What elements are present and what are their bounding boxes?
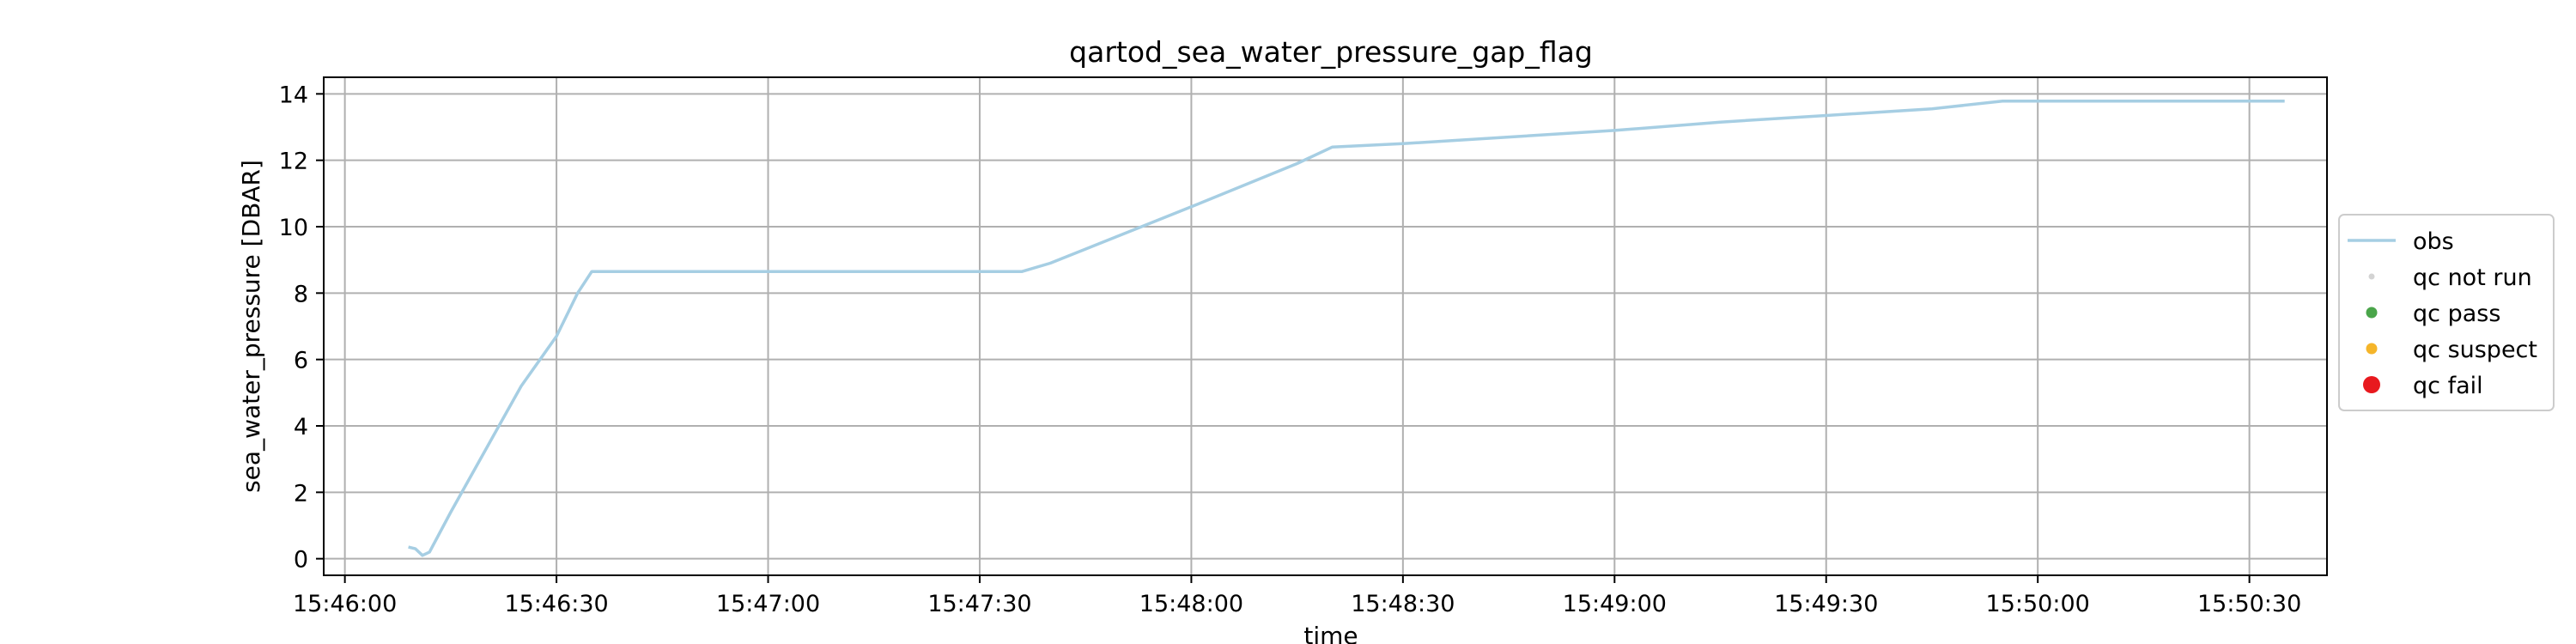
y-tick-label: 8	[294, 281, 308, 307]
y-tick-label: 0	[294, 547, 308, 574]
x-tick-label: 15:46:30	[504, 591, 608, 617]
legend-symbol-qc-fail	[2363, 376, 2380, 393]
y-axis: 0 2 4 6 8 10 12 14	[279, 82, 324, 574]
legend-label-obs: obs	[2413, 228, 2454, 255]
y-tick-label: 12	[279, 149, 308, 175]
legend-label-qc-fail: qc fail	[2413, 373, 2483, 399]
legend-label-qc-not-run: qc not run	[2413, 264, 2532, 291]
x-axis-label: time	[1303, 622, 1358, 644]
y-tick-label: 4	[294, 414, 308, 440]
x-tick-label: 15:50:30	[2197, 591, 2301, 617]
y-tick-label: 2	[294, 480, 308, 507]
grid-lines	[324, 77, 2327, 575]
legend-label-qc-pass: qc pass	[2413, 301, 2500, 327]
x-tick-label: 15:48:00	[1139, 591, 1243, 617]
x-tick-label: 15:46:00	[293, 591, 397, 617]
y-tick-label: 10	[279, 215, 308, 241]
x-tick-label: 15:47:00	[716, 591, 820, 617]
x-tick-label: 15:49:00	[1563, 591, 1667, 617]
x-tick-label: 15:47:30	[927, 591, 1031, 617]
x-tick-label: 15:48:30	[1351, 591, 1455, 617]
y-axis-label: sea_water_pressure [DBAR]	[237, 160, 265, 493]
plot-frame	[323, 76, 2328, 576]
x-tick-label: 15:50:00	[1986, 591, 2090, 617]
legend-symbol-qc-not-run	[2368, 273, 2375, 280]
x-tick-label: 15:49:30	[1774, 591, 1878, 617]
x-axis: 15:46:00 15:46:30 15:47:00 15:47:30 15:48:00…	[293, 575, 2301, 617]
series-line-obs	[408, 100, 2285, 557]
legend: obs qc not run qc pass qc suspect qc fail	[2338, 214, 2555, 411]
y-tick-label: 14	[279, 82, 308, 108]
y-tick-label: 6	[294, 348, 308, 374]
legend-box	[2338, 214, 2555, 411]
legend-label-qc-suspect: qc suspect	[2413, 337, 2537, 363]
series-layer	[408, 100, 2285, 557]
chart-title: qartod_sea_water_pressure_gap_flag	[1069, 35, 1593, 69]
legend-symbol-qc-suspect	[2366, 343, 2378, 355]
legend-symbol-qc-pass	[2366, 307, 2378, 319]
